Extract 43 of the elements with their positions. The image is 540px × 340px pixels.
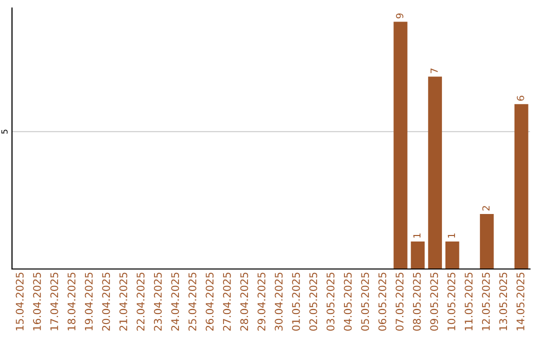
x-tick-label: 07.05.2025 — [396, 272, 404, 331]
x-tick-label: 05.05.2025 — [361, 272, 369, 331]
y-tick-label: 5 — [1, 130, 8, 134]
x-tick-label: 21.04.2025 — [119, 272, 128, 331]
x-tick-label: 20.04.2025 — [102, 272, 110, 331]
data-label: 2 — [482, 206, 490, 211]
x-tick-label: 23.04.2025 — [154, 272, 162, 331]
x-tick-label: 09.05.2025 — [430, 272, 438, 331]
bar — [428, 76, 442, 269]
x-tick-label: 03.05.2025 — [326, 272, 334, 331]
x-tick-label: 30.04.2025 — [274, 272, 283, 331]
x-tick-label: 12.05.2025 — [482, 272, 490, 330]
x-tick-label: 13.05.2025 — [499, 272, 508, 330]
bar — [514, 104, 528, 269]
bar — [394, 22, 408, 269]
x-tick-label: 01.05.2025 — [292, 272, 300, 331]
x-tick-label: 25.04.2025 — [188, 272, 196, 331]
x-tick-label: 19.04.2025 — [84, 272, 93, 330]
bar — [480, 214, 494, 269]
x-tick-label: 06.05.2025 — [378, 272, 386, 331]
x-tick-label: 11.05.2025 — [464, 272, 473, 330]
x-tick-label: 26.04.2025 — [206, 272, 214, 331]
x-tick-label: 22.04.2025 — [136, 272, 145, 331]
x-tick-label: 29.04.2025 — [258, 272, 266, 331]
x-tick-label: 15.04.2025 — [16, 272, 24, 330]
x-tick-label: 24.04.2025 — [171, 272, 180, 331]
x-tick-label: 10.05.2025 — [447, 272, 456, 330]
x-tick-label: 27.04.2025 — [222, 272, 231, 331]
bar — [445, 242, 460, 269]
data-label: 6 — [516, 96, 524, 101]
data-label: 1 — [413, 233, 420, 238]
x-tick-label: 28.04.2025 — [240, 272, 248, 331]
x-tick-label: 02.05.2025 — [309, 272, 318, 331]
x-tick-label: 17.04.2025 — [50, 272, 58, 330]
data-label: 7 — [430, 68, 438, 74]
x-tick-label: 18.04.2025 — [68, 272, 76, 330]
data-label: 9 — [396, 13, 404, 18]
bar — [410, 242, 425, 269]
x-tick-label: 04.05.2025 — [344, 272, 352, 331]
x-tick-label: 16.04.2025 — [33, 272, 41, 330]
x-tick-label: 08.05.2025 — [412, 272, 421, 331]
x-tick-label: 14.05.2025 — [516, 272, 524, 330]
data-label: 1 — [448, 233, 455, 238]
